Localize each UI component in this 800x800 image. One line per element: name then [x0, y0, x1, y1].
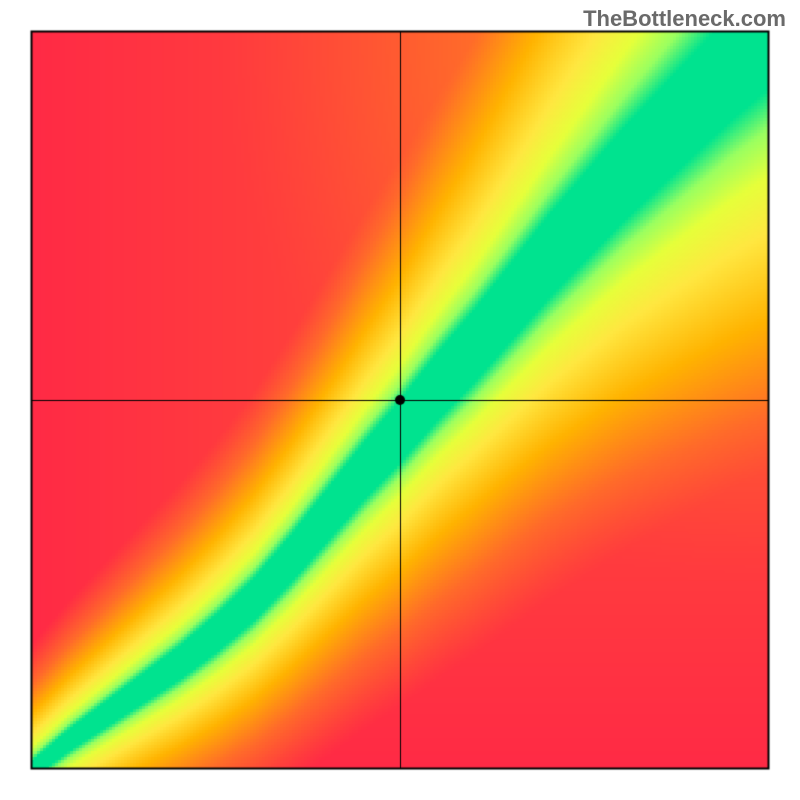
chart-container: TheBottleneck.com — [0, 0, 800, 800]
bottleneck-heatmap — [0, 0, 800, 800]
watermark-text: TheBottleneck.com — [583, 6, 786, 32]
